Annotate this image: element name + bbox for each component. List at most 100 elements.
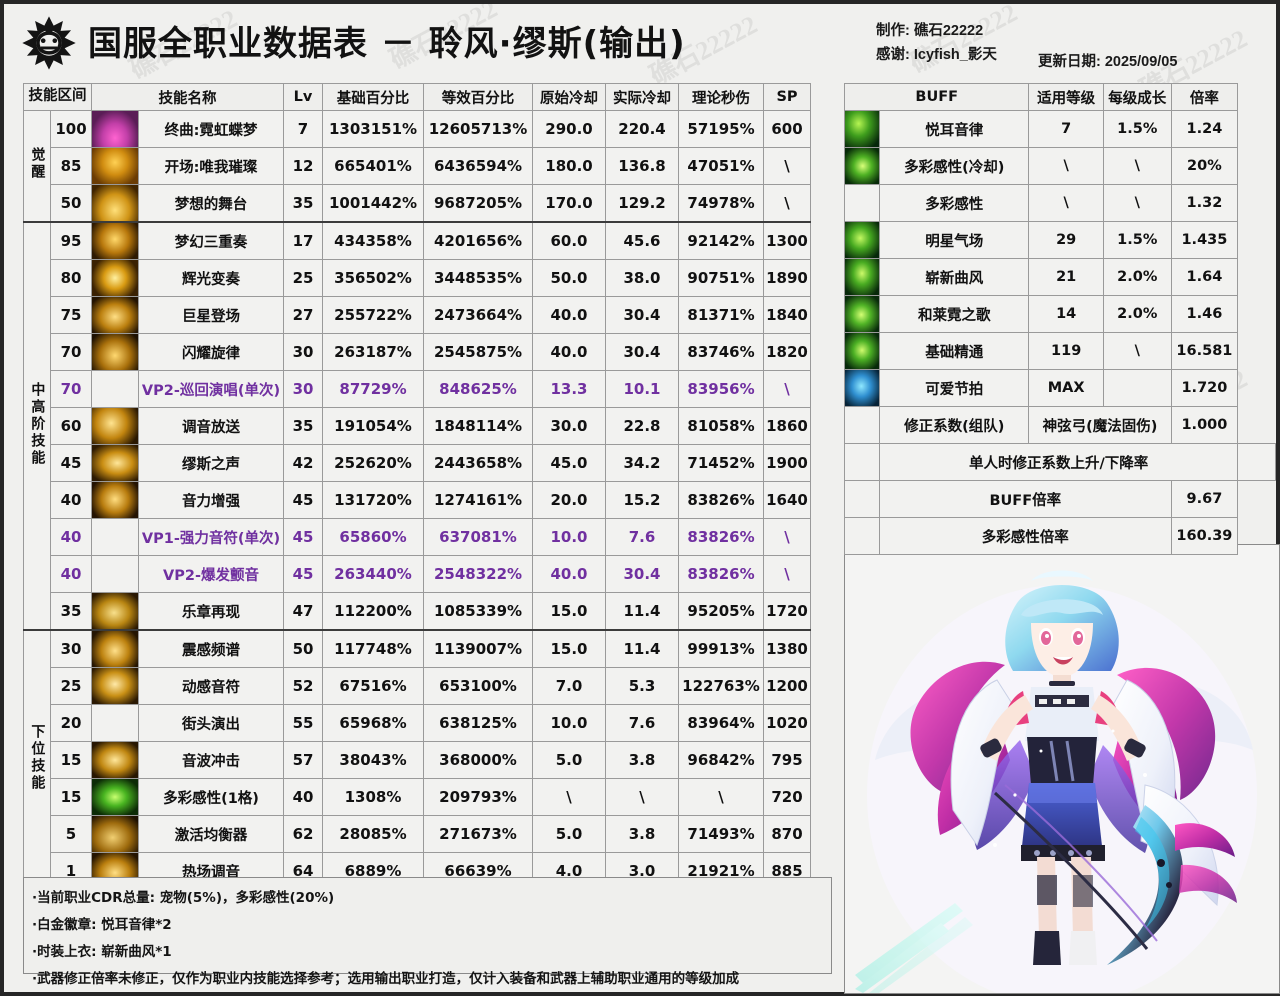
skill-level-cell: 35 bbox=[283, 184, 323, 223]
skill-base-percent-cell: 131720% bbox=[322, 481, 424, 519]
buff-icon-pleasant-tune bbox=[844, 110, 880, 148]
skill-icon-opening-brilliance bbox=[91, 147, 139, 185]
buff-level-cell: MAX bbox=[1028, 369, 1104, 407]
skill-icon-activate-equalizer bbox=[91, 815, 139, 853]
skill-actual-cooldown-cell: 15.2 bbox=[605, 481, 679, 519]
skill-icon-neon-butterfly-dream bbox=[91, 110, 139, 148]
buff-name-cell: 明星气场 bbox=[878, 221, 1030, 259]
character-artwork-muse bbox=[845, 545, 1279, 993]
th-multiplier: 倍率 bbox=[1170, 83, 1239, 111]
buff-icon-empty bbox=[844, 406, 880, 444]
buff-icon-empty bbox=[845, 185, 879, 221]
skill-actual-cooldown-cell: 3.8 bbox=[605, 815, 679, 853]
skill-icon-colorful-sense bbox=[91, 778, 139, 816]
skill-dps-cell: 83746% bbox=[678, 333, 764, 371]
skill-icon-dream-trio bbox=[91, 221, 139, 260]
buff-level-cell: 119 bbox=[1028, 332, 1104, 370]
skill-name-cell: 激活均衡器 bbox=[138, 815, 284, 853]
skill-name-cell: 梦想的舞台 bbox=[138, 184, 284, 223]
skill-icon-muse-voice bbox=[92, 445, 138, 481]
skill-name-cell: VP1-强力音符(单次) bbox=[138, 518, 284, 556]
skill-row: 60 调音放送 35 191054% 1848114% 30.0 22.8 81058% 186… bbox=[24, 407, 811, 445]
page-header: 国服全职业数据表 － 聆风·缪斯(输出) 制作: 礁石22222 感谢: Icy… bbox=[10, 8, 1272, 76]
skill-sp-cell: 1300 bbox=[763, 221, 811, 260]
skill-icon-shock-spectrum bbox=[92, 631, 138, 667]
skill-original-cooldown-cell: 40.0 bbox=[532, 333, 606, 371]
skill-original-cooldown-cell: 13.3 bbox=[532, 370, 606, 408]
skill-dps-cell: 92142% bbox=[678, 221, 764, 260]
skill-actual-cooldown-cell: 22.8 bbox=[605, 407, 679, 445]
skill-original-cooldown-cell: 40.0 bbox=[532, 296, 606, 334]
th-per-level-growth: 每级成长 bbox=[1102, 83, 1172, 111]
skill-original-cooldown-cell: 15.0 bbox=[532, 592, 606, 631]
credit-author: 制作: 礁石22222 bbox=[876, 23, 984, 39]
skill-sp-cell: 870 bbox=[763, 815, 811, 853]
skill-range-cell: 15 bbox=[50, 741, 92, 779]
skill-sp-cell: 1820 bbox=[763, 333, 811, 371]
skill-range-cell: 30 bbox=[50, 629, 92, 668]
buff-summary-label: BUFF倍率 bbox=[879, 480, 1172, 518]
note-item: 白金徽章: 悦耳音律*2 bbox=[32, 913, 831, 933]
th-skill-name: 技能名称 bbox=[91, 83, 284, 111]
skill-name-cell: 辉光变奏 bbox=[138, 259, 284, 297]
skill-icon-radiance-variation bbox=[92, 260, 138, 296]
buff-icon-empty bbox=[844, 517, 880, 555]
skill-icon-shock-spectrum bbox=[91, 629, 139, 668]
skill-dps-cell: 95205% bbox=[678, 592, 764, 631]
th-actual-cooldown: 实际冷却 bbox=[605, 83, 679, 111]
skill-dps-cell: 83956% bbox=[678, 370, 764, 408]
buff-summary-value: 9.67 bbox=[1170, 480, 1239, 518]
skill-dps-cell: 83826% bbox=[678, 518, 764, 556]
skill-original-cooldown-cell: 7.0 bbox=[532, 667, 606, 705]
skill-icon-dream-stage bbox=[92, 185, 138, 221]
buff-row: 可爱节拍 MAX 1.720 bbox=[844, 369, 1276, 407]
skill-icon-dream-stage bbox=[91, 184, 139, 223]
skill-section-label: 觉醒 bbox=[23, 110, 51, 223]
skill-sp-cell: \ bbox=[763, 518, 811, 556]
update-date: 更新日期: 2025/09/05 bbox=[1038, 54, 1178, 70]
skill-section-label: 中高阶技能 bbox=[23, 221, 51, 631]
skill-dps-cell: 96842% bbox=[678, 741, 764, 779]
skill-effective-percent-cell: 1085339% bbox=[423, 592, 533, 631]
skill-table-header-row: 技能区间 技能名称 Lv 基础百分比 等效百分比 原始冷却 实际冷却 理论秒伤 … bbox=[23, 83, 811, 111]
skill-row: 70 闪耀旋律 30 263187% 2545875% 40.0 30.4 83746% 182… bbox=[24, 333, 811, 371]
skill-effective-percent-cell: 2473664% bbox=[423, 296, 533, 334]
skill-actual-cooldown-cell: 34.2 bbox=[605, 444, 679, 482]
skill-actual-cooldown-cell: 11.4 bbox=[605, 592, 679, 631]
buff-icon-empty bbox=[844, 480, 880, 518]
buff-footer-row: 单人时修正系数上升/下降率 bbox=[844, 443, 1276, 481]
skill-range-cell: 15 bbox=[50, 778, 92, 816]
skill-icon-muse-voice bbox=[91, 444, 139, 482]
buff-summary-value: 160.39 bbox=[1170, 517, 1239, 555]
skill-level-cell: 47 bbox=[283, 592, 323, 631]
skill-effective-percent-cell: 638125% bbox=[423, 704, 533, 742]
skill-range-cell: 85 bbox=[50, 147, 92, 185]
buff-icon-harmony-song bbox=[844, 295, 880, 333]
skill-row: 下位技能 30 震感频谱 50 117748% 1139007% 15.0 11.4 99913… bbox=[23, 629, 811, 890]
th-skill-range: 技能区间 bbox=[23, 83, 92, 111]
buff-multiplier-cell: 1.435 bbox=[1170, 221, 1239, 259]
skill-icon-star-entrance bbox=[91, 296, 139, 334]
skill-original-cooldown-cell: \ bbox=[532, 778, 606, 816]
skill-row: 45 缪斯之声 42 252620% 2443658% 45.0 34.2 71452% 190… bbox=[24, 444, 811, 482]
skill-effective-percent-cell: 848625% bbox=[423, 370, 533, 408]
skill-name-cell: 缪斯之声 bbox=[138, 444, 284, 482]
skill-name-cell: 音力增强 bbox=[138, 481, 284, 519]
skill-level-cell: 30 bbox=[283, 370, 323, 408]
skill-sp-cell: 1380 bbox=[763, 629, 811, 668]
note-item: 时装上衣: 崭新曲风*1 bbox=[32, 940, 831, 960]
buff-icon-fresh-melody bbox=[844, 258, 880, 296]
buff-icon-cute-beat bbox=[845, 370, 879, 406]
skill-level-cell: 45 bbox=[283, 518, 323, 556]
skill-row: 15 多彩感性(1格) 40 1308% 209793% \ \ \ 720 bbox=[24, 778, 811, 816]
skill-base-percent-cell: 87729% bbox=[322, 370, 424, 408]
buff-footer-row: 多彩感性倍率 160.39 bbox=[844, 517, 1276, 555]
skill-sp-cell: 1640 bbox=[763, 481, 811, 519]
credit-thanks: 感谢: Icyfish_影天 bbox=[876, 47, 997, 63]
skill-level-cell: 42 bbox=[283, 444, 323, 482]
skill-sp-cell: 1020 bbox=[763, 704, 811, 742]
buff-multiplier-cell: 20% bbox=[1170, 147, 1239, 185]
skill-row: 中高阶技能 95 梦幻三重奏 17 434358% 4201656% 60.0 45.6 921… bbox=[23, 221, 811, 631]
note-item: 武器修正倍率未修正，仅作为职业内技能选择参考；选用输出职业打造，仅计入装备和武器… bbox=[32, 967, 831, 987]
skill-actual-cooldown-cell: 129.2 bbox=[605, 184, 679, 223]
